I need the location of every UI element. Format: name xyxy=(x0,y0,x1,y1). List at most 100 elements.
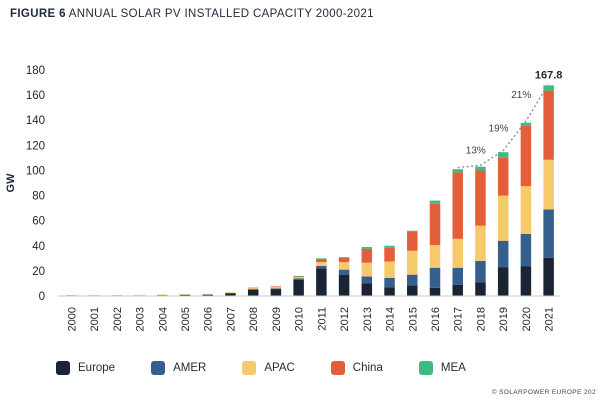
bar-apac-2004 xyxy=(157,294,168,296)
y-tick-label: 160 xyxy=(26,90,45,102)
bar-amer-2007 xyxy=(225,292,236,294)
bar-amer-2014 xyxy=(384,277,395,288)
bar-apac-2008 xyxy=(247,288,259,290)
bar-china-2012 xyxy=(338,257,350,263)
bar-apac-2006 xyxy=(202,293,213,295)
bar-china-2008 xyxy=(247,287,259,289)
growth-trend xyxy=(457,83,550,169)
bar-mea-2016 xyxy=(429,200,441,204)
x-axis: 2000 2001 2002 2003 2004 2005 2006 2007 2008 2009… xyxy=(58,295,560,331)
bar-europe-2020 xyxy=(520,266,532,296)
bar-europe-2017 xyxy=(452,284,463,296)
bar-amer-2021 xyxy=(543,209,554,258)
bar-amer-2016 xyxy=(429,267,441,288)
bar-stack-2007 xyxy=(225,292,236,296)
bar-apac-2014 xyxy=(384,261,395,278)
bar-mea-2019 xyxy=(497,152,509,158)
bar-stack-2012 xyxy=(338,257,350,296)
bar-apac-2020 xyxy=(520,186,532,234)
x-tick-label: 2016 xyxy=(430,307,442,331)
bar-apac-2003 xyxy=(134,294,145,296)
growth-trend-line xyxy=(457,83,550,169)
bar-china-2015 xyxy=(407,231,418,251)
bar-amer-2010 xyxy=(293,278,304,280)
bar-amer-2017 xyxy=(452,267,463,285)
x-tick-label: 2014 xyxy=(385,307,397,331)
x-tick-label: 2020 xyxy=(521,307,533,331)
y-axis: 0 20 40 60 80 100 120 140 160 180 xyxy=(26,65,45,303)
bar-europe-2014 xyxy=(384,287,395,296)
bar-apac-2012 xyxy=(338,262,350,270)
bar-apac-2016 xyxy=(429,245,441,268)
bar-stack-2008 xyxy=(247,287,259,296)
bar-apac-2005 xyxy=(179,294,191,295)
bar-stack-2020 xyxy=(520,122,532,296)
y-tick-label: 60 xyxy=(32,216,45,228)
y-tick-label: 100 xyxy=(26,165,45,177)
bar-apac-2001 xyxy=(88,295,100,296)
bar-apac-2018 xyxy=(475,225,486,261)
legend-item-europe: Europe xyxy=(56,361,115,375)
y-tick-label: 40 xyxy=(32,241,45,253)
legend-label-apac: APAC xyxy=(264,362,295,374)
bar-mea-2012 xyxy=(338,257,350,258)
x-tick-label: 2005 xyxy=(180,307,192,331)
legend-swatch-amer xyxy=(151,361,166,375)
bar-europe-2016 xyxy=(429,287,441,296)
y-tick-label: 80 xyxy=(32,191,45,203)
legend: Europe AMER APAC China MEA xyxy=(56,361,466,375)
bar-stack-2014 xyxy=(384,245,395,296)
bar-europe-2015 xyxy=(407,285,418,296)
figure-title-text: ANNUAL SOLAR PV INSTALLED CAPACITY 2000-… xyxy=(68,8,374,20)
legend-label-mea: MEA xyxy=(440,362,466,374)
bar-china-2017 xyxy=(452,172,463,239)
bar-china-2019 xyxy=(497,157,509,196)
bar-apac-2011 xyxy=(316,262,327,266)
x-tick-label: 2002 xyxy=(112,307,124,331)
x-tick-label: 2012 xyxy=(339,307,351,331)
growth-label: 21% xyxy=(511,90,531,101)
legend-label-amer: AMER xyxy=(173,362,207,374)
bar-europe-2009 xyxy=(270,289,282,296)
bar-amer-2020 xyxy=(520,233,532,267)
bar-amer-2018 xyxy=(475,260,486,283)
bar-stack-2017 xyxy=(452,169,463,296)
bar-europe-2018 xyxy=(475,282,486,296)
bar-china-2009 xyxy=(270,286,282,287)
x-tick-label: 2010 xyxy=(294,307,306,331)
bar-apac-2017 xyxy=(452,238,463,268)
bar-stack-2015 xyxy=(407,230,418,296)
x-tick-label: 2019 xyxy=(498,307,510,331)
y-tick-label: 180 xyxy=(26,65,45,77)
y-tick-label: 140 xyxy=(26,115,45,127)
legend-swatch-mea xyxy=(418,361,433,375)
bar-europe-2011 xyxy=(316,268,327,296)
x-tick-label: 2015 xyxy=(407,307,419,331)
bar-apac-2021 xyxy=(543,159,554,210)
y-tick-label: 20 xyxy=(32,266,45,278)
total-value-label: 167.8 xyxy=(535,69,563,81)
bar-china-2020 xyxy=(520,125,532,187)
bar-stack-2009 xyxy=(270,286,282,296)
bar-stack-2010 xyxy=(293,275,304,296)
bar-mea-2015 xyxy=(407,230,418,232)
bar-stack-2005 xyxy=(179,294,191,296)
bar-amer-2015 xyxy=(407,274,418,286)
bar-apac-2009 xyxy=(270,286,282,289)
y-tick-label: 120 xyxy=(26,140,45,152)
bar-mea-2013 xyxy=(361,247,373,249)
bar-europe-2019 xyxy=(497,267,509,296)
legend-item-apac: APAC xyxy=(242,361,295,375)
chart-title: FIGURE 6 ANNUAL SOLAR PV INSTALLED CAPAC… xyxy=(10,8,374,20)
y-axis-label: GW xyxy=(5,173,17,193)
bar-apac-2010 xyxy=(293,277,304,279)
growth-label: 13% xyxy=(466,145,486,156)
x-tick-label: 2018 xyxy=(475,307,487,331)
bar-mea-2010 xyxy=(293,275,304,277)
bar-china-2021 xyxy=(543,90,554,160)
bar-europe-2010 xyxy=(293,279,304,296)
bar-amer-2009 xyxy=(270,288,282,290)
x-tick-label: 2008 xyxy=(248,307,260,331)
x-tick-label: 2017 xyxy=(453,307,465,331)
